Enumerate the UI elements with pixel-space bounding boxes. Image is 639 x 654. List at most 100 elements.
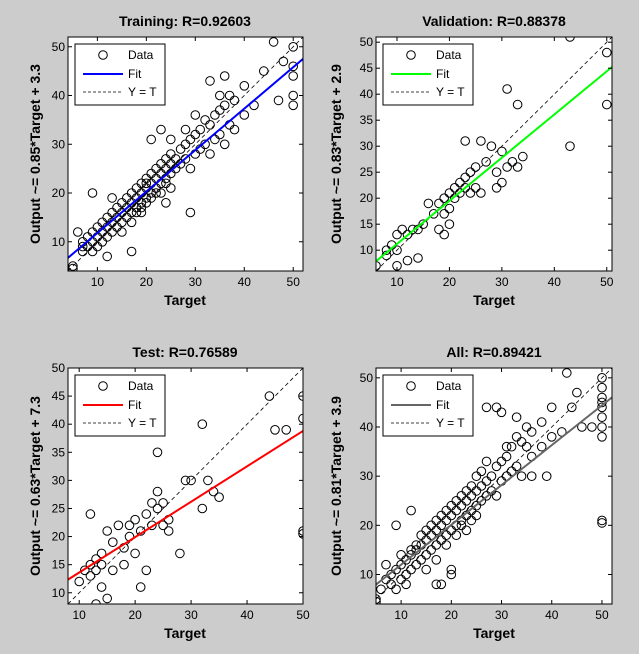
data-point bbox=[428, 209, 439, 219]
data-point bbox=[141, 565, 152, 576]
data-point bbox=[451, 496, 462, 506]
x-tick-label: 20 bbox=[445, 608, 459, 622]
data-point bbox=[190, 110, 201, 120]
data-point bbox=[441, 515, 452, 526]
data-point bbox=[449, 193, 460, 203]
data-point bbox=[416, 530, 427, 541]
y-tick-label: 50 bbox=[360, 35, 374, 49]
data-point bbox=[136, 178, 147, 189]
data-point bbox=[102, 251, 112, 262]
legend: Data Fit Y = T bbox=[382, 374, 474, 437]
legend-entry: Fit bbox=[436, 67, 450, 81]
data-point bbox=[444, 203, 455, 214]
data-point bbox=[161, 178, 171, 189]
data-point bbox=[77, 241, 88, 252]
data-point bbox=[446, 510, 457, 521]
data-point bbox=[288, 90, 299, 101]
data-point bbox=[546, 402, 557, 413]
data-point bbox=[392, 245, 402, 255]
data-point bbox=[501, 451, 512, 462]
data-point bbox=[151, 163, 161, 174]
data-point bbox=[117, 207, 127, 218]
data-point bbox=[80, 565, 90, 576]
data-point bbox=[112, 212, 122, 223]
data-point bbox=[74, 576, 84, 587]
data-point bbox=[298, 529, 303, 539]
legend-marker-data bbox=[406, 381, 416, 391]
data-point bbox=[136, 207, 147, 218]
data-point bbox=[264, 391, 275, 401]
data-point bbox=[117, 227, 127, 237]
data-point bbox=[135, 582, 146, 592]
y-tick-label: 20 bbox=[360, 518, 374, 532]
data-point bbox=[541, 471, 552, 482]
data-point bbox=[431, 579, 442, 590]
data-point bbox=[273, 95, 284, 106]
data-point bbox=[163, 526, 174, 536]
data-point bbox=[141, 509, 152, 519]
data-point bbox=[126, 188, 137, 198]
data-point bbox=[219, 139, 230, 150]
data-point bbox=[441, 540, 452, 550]
data-point bbox=[131, 193, 142, 203]
data-point bbox=[203, 475, 213, 486]
data-point bbox=[402, 255, 413, 266]
legend: Data Fit Y = T bbox=[382, 43, 474, 106]
data-point bbox=[470, 162, 481, 172]
y-tick-label: 30 bbox=[52, 137, 66, 151]
identity-line bbox=[376, 37, 612, 271]
data-point bbox=[166, 159, 176, 169]
y-tick-label: 20 bbox=[360, 191, 374, 205]
data-point bbox=[421, 564, 432, 575]
data-point bbox=[597, 432, 607, 442]
data-point bbox=[439, 193, 450, 203]
data-point bbox=[486, 141, 497, 151]
data-point bbox=[497, 177, 507, 188]
x-tick-label: 40 bbox=[238, 275, 252, 289]
legend-marker-data bbox=[406, 50, 416, 60]
data-point bbox=[521, 422, 532, 432]
panel-validation: Validation: R=0.88378 Target Output ~= 0… bbox=[328, 13, 614, 308]
data-point bbox=[416, 555, 427, 565]
legend-entry: Y = T bbox=[436, 85, 465, 99]
x-tick-label: 20 bbox=[128, 608, 142, 622]
data-point bbox=[470, 183, 481, 193]
legend-marker-data bbox=[98, 50, 108, 60]
data-point bbox=[152, 447, 163, 458]
data-point bbox=[502, 84, 512, 94]
data-point bbox=[507, 157, 518, 167]
data-point bbox=[200, 115, 210, 125]
data-point bbox=[451, 530, 462, 541]
y-axis-label: Output ~= 0.83*Target + 2.9 bbox=[328, 64, 344, 244]
data-point bbox=[152, 486, 163, 497]
data-point bbox=[455, 188, 465, 198]
data-point bbox=[506, 441, 517, 452]
data-point bbox=[97, 237, 108, 247]
y-tick-label: 35 bbox=[52, 445, 66, 459]
legend-entry: Fit bbox=[128, 398, 142, 412]
data-point bbox=[96, 559, 107, 570]
y-tick-label: 10 bbox=[52, 586, 66, 600]
data-point bbox=[107, 207, 117, 218]
data-point bbox=[512, 99, 523, 110]
x-tick-label: 30 bbox=[189, 275, 203, 289]
data-point bbox=[156, 168, 166, 179]
fit-line bbox=[376, 396, 612, 586]
data-point bbox=[108, 537, 118, 548]
data-point bbox=[406, 564, 416, 575]
data-point bbox=[136, 202, 147, 213]
legend-entry: Data bbox=[436, 48, 462, 62]
data-point bbox=[511, 461, 522, 472]
data-point bbox=[491, 183, 502, 193]
data-point bbox=[397, 224, 408, 235]
data-point bbox=[170, 163, 181, 174]
y-tick-label: 30 bbox=[52, 473, 66, 487]
data-point bbox=[170, 154, 181, 164]
data-point bbox=[68, 263, 78, 271]
data-point bbox=[597, 402, 607, 413]
data-point bbox=[185, 134, 196, 145]
data-point bbox=[391, 584, 401, 595]
data-point bbox=[597, 422, 607, 432]
axes-box bbox=[67, 36, 304, 272]
